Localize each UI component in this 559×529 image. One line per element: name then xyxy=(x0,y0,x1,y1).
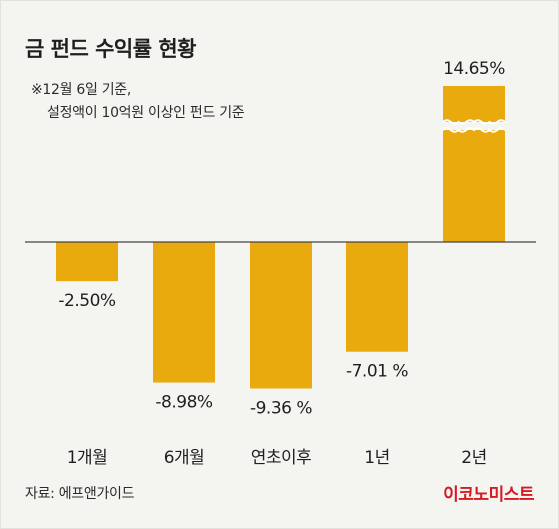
value-label-1년: -7.01 % xyxy=(346,362,408,382)
category-label-1개월: 1개월 xyxy=(67,448,108,468)
axis-break-gap xyxy=(443,122,505,130)
chart-note: ※12월 6일 기준, 설정액이 10억원 이상인 펀드 기준 xyxy=(31,79,245,125)
source-note: 자료: 에프앤가이드 xyxy=(25,486,135,502)
bar-1년 xyxy=(346,242,408,352)
value-label-연초이후: -9.36 % xyxy=(250,398,312,418)
note-line-2: 설정액이 10억원 이상인 펀드 기준 xyxy=(47,105,245,121)
category-label-2년: 2년 xyxy=(461,448,486,468)
bar-6개월 xyxy=(153,242,215,383)
category-label-연초이후: 연초이후 xyxy=(251,448,312,468)
axis-break-line-2 xyxy=(442,127,506,133)
chart-title: 금 펀드 수익률 현황 xyxy=(25,37,197,61)
axis-break-line-1 xyxy=(442,119,506,125)
value-label-6개월: -8.98% xyxy=(155,393,212,413)
bar-연초이후 xyxy=(250,242,312,389)
bar-2년 xyxy=(443,86,505,242)
note-line-1: ※12월 6일 기준, xyxy=(31,82,132,98)
bar-1개월 xyxy=(56,242,118,282)
value-label-2년: 14.65% xyxy=(443,59,505,79)
category-label-1년: 1년 xyxy=(364,448,389,468)
category-label-6개월: 6개월 xyxy=(164,448,205,468)
value-label-1개월: -2.50% xyxy=(58,291,115,311)
brand-logo: 이코노미스트 xyxy=(443,485,534,505)
